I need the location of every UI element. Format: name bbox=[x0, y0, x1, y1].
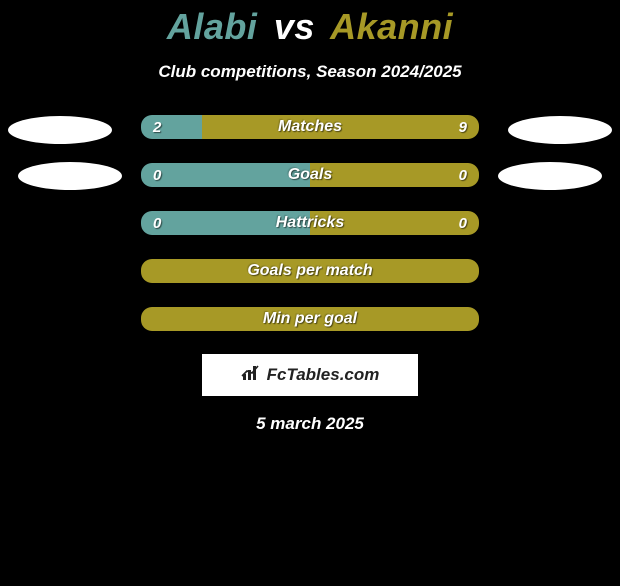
date-line: 5 march 2025 bbox=[0, 414, 620, 434]
stat-bar-seg-player1 bbox=[141, 163, 310, 187]
brand-box[interactable]: FcTables.com bbox=[202, 354, 418, 396]
title-player2: Akanni bbox=[330, 6, 453, 47]
stat-bar-hattricks: Hattricks00 bbox=[140, 210, 480, 236]
stat-bar-seg-player2 bbox=[310, 211, 479, 235]
player1-avatar-bottom bbox=[18, 162, 122, 190]
stat-bar-seg-player2 bbox=[310, 163, 479, 187]
player2-avatar-bottom bbox=[498, 162, 602, 190]
brand-inner: FcTables.com bbox=[241, 364, 380, 387]
stat-bar-seg-player1 bbox=[141, 211, 310, 235]
player2-avatar-top bbox=[508, 116, 612, 144]
stat-bar-goals: Goals00 bbox=[140, 162, 480, 188]
stat-bar-min-per-goal: Min per goal bbox=[140, 306, 480, 332]
stats-area: Matches29 Goals00 Hattricks00 Goals per mat… bbox=[0, 114, 620, 332]
title: Alabi vs Akanni bbox=[0, 6, 620, 48]
title-player1: Alabi bbox=[167, 6, 258, 47]
player1-avatar-top bbox=[8, 116, 112, 144]
title-vs: vs bbox=[274, 6, 315, 47]
stat-bar-seg-player2 bbox=[141, 259, 479, 283]
stat-bar-seg-player1 bbox=[141, 115, 202, 139]
stat-bar-goals-per-match: Goals per match bbox=[140, 258, 480, 284]
subtitle: Club competitions, Season 2024/2025 bbox=[0, 62, 620, 82]
stat-bar-seg-player2 bbox=[202, 115, 479, 139]
stat-bar-matches: Matches29 bbox=[140, 114, 480, 140]
bar-chart-icon bbox=[241, 364, 261, 387]
brand-label: FcTables.com bbox=[267, 365, 380, 385]
stat-bars-container: Matches29 Goals00 Hattricks00 Goals per mat… bbox=[140, 114, 480, 332]
stat-bar-seg-player2 bbox=[141, 307, 479, 331]
